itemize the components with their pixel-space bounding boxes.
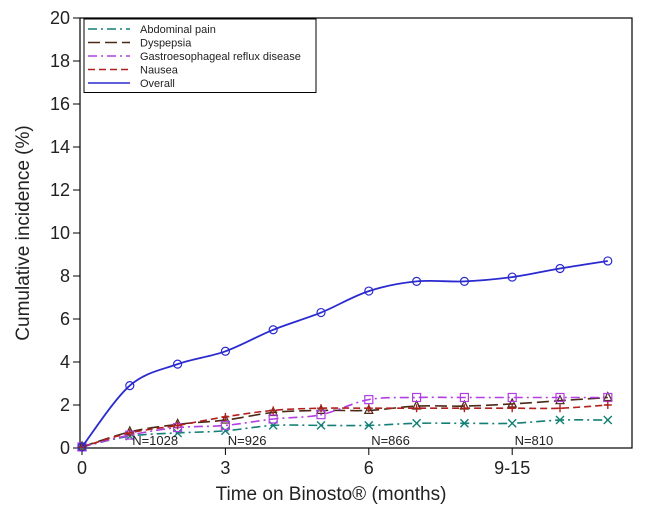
abdominal-pain-point bbox=[603, 415, 613, 425]
nausea-point bbox=[78, 442, 86, 451]
nausea-point bbox=[221, 412, 230, 421]
legend-label-dyspepsia: Dyspepsia bbox=[140, 38, 192, 50]
x-tick-label: 3 bbox=[220, 458, 230, 478]
abdominal-pain-point bbox=[364, 420, 374, 430]
series-line-overall bbox=[81, 260, 608, 448]
overall-point bbox=[125, 381, 135, 391]
nausea-point bbox=[460, 404, 469, 413]
legend-label-abdominal-pain: Abdominal pain bbox=[140, 24, 216, 36]
nausea-point bbox=[269, 406, 278, 415]
y-tick-label: 8 bbox=[60, 266, 70, 286]
overall-point bbox=[555, 263, 565, 274]
overall-point bbox=[603, 256, 613, 266]
abdominal-pain-point bbox=[220, 426, 230, 436]
gastroesophageal-reflux-disease-point bbox=[507, 392, 517, 403]
x-tick-label: 0 bbox=[77, 458, 87, 478]
nausea-point bbox=[603, 401, 612, 409]
gastroesophageal-reflux-disease-point bbox=[268, 414, 278, 424]
nausea-point bbox=[412, 404, 421, 413]
legend-box bbox=[83, 18, 317, 93]
dyspepsia-point bbox=[220, 413, 231, 424]
gastroesophageal-reflux-disease-point bbox=[555, 392, 565, 403]
overall-point bbox=[507, 272, 517, 282]
overall-point bbox=[173, 359, 183, 369]
y-tick-label: 10 bbox=[50, 223, 70, 243]
nausea-point bbox=[364, 404, 373, 413]
overall-point bbox=[220, 346, 230, 356]
dyspepsia-point bbox=[555, 394, 565, 405]
abdominal-pain-point bbox=[555, 415, 565, 425]
y-tick-label: 0 bbox=[60, 438, 70, 458]
legend-label-nausea: Nausea bbox=[140, 65, 179, 77]
sample-size-label: N=1028 bbox=[132, 433, 178, 448]
abdominal-pain-point bbox=[507, 418, 517, 428]
nausea-point bbox=[125, 428, 134, 437]
abdominal-pain-point bbox=[316, 420, 326, 430]
y-tick-label: 16 bbox=[50, 94, 70, 114]
overall-point bbox=[412, 276, 422, 286]
legend-label-gastroesophageal-reflux-disease: Gastroesophageal reflux disease bbox=[140, 51, 301, 63]
abdominal-pain-point bbox=[173, 428, 183, 438]
sample-size-label: N=810 bbox=[515, 433, 554, 448]
overall-point bbox=[77, 442, 87, 452]
nausea-point bbox=[173, 421, 182, 430]
overall-point bbox=[364, 286, 374, 296]
plot-area: 0 2 4 6 8 10 12 14 16 18 20 0 3 6 9-15 Time on Binosto®… bbox=[13, 8, 633, 505]
dyspepsia-point bbox=[363, 404, 374, 414]
nausea-point bbox=[317, 404, 325, 413]
overall-point bbox=[316, 307, 326, 318]
gastroesophageal-reflux-disease-point bbox=[220, 420, 230, 431]
nausea-point bbox=[556, 404, 564, 413]
gastroesophageal-reflux-disease-point bbox=[459, 392, 469, 403]
y-tick-label: 6 bbox=[60, 309, 70, 329]
y-axis-title: Cumulative incidence (%) bbox=[13, 125, 34, 340]
y-tick-label: 20 bbox=[50, 8, 70, 28]
gastroesophageal-reflux-disease-point bbox=[364, 395, 374, 405]
dyspepsia-point bbox=[602, 391, 613, 402]
abdominal-pain-point bbox=[459, 418, 469, 428]
y-tick-label: 12 bbox=[50, 180, 70, 200]
x-axis-title: Time on Binosto® (months) bbox=[216, 484, 447, 505]
nausea-point bbox=[508, 404, 517, 413]
y-tick-label: 4 bbox=[60, 352, 70, 372]
legend-label-overall: Overall bbox=[140, 78, 175, 90]
overall-point bbox=[459, 276, 469, 286]
y-tick-label: 14 bbox=[50, 137, 70, 157]
sample-size-label: N=866 bbox=[371, 433, 410, 448]
dyspepsia-point bbox=[316, 404, 326, 414]
overall-point bbox=[268, 325, 278, 335]
sample-size-label: N=926 bbox=[228, 433, 267, 448]
gastroesophageal-reflux-disease-point bbox=[412, 392, 422, 403]
y-tick-label: 2 bbox=[60, 395, 70, 415]
x-tick-label: 6 bbox=[364, 458, 374, 478]
x-tick-label: 9-15 bbox=[494, 458, 530, 478]
abdominal-pain-point bbox=[412, 418, 422, 428]
y-tick-label: 18 bbox=[50, 51, 70, 71]
